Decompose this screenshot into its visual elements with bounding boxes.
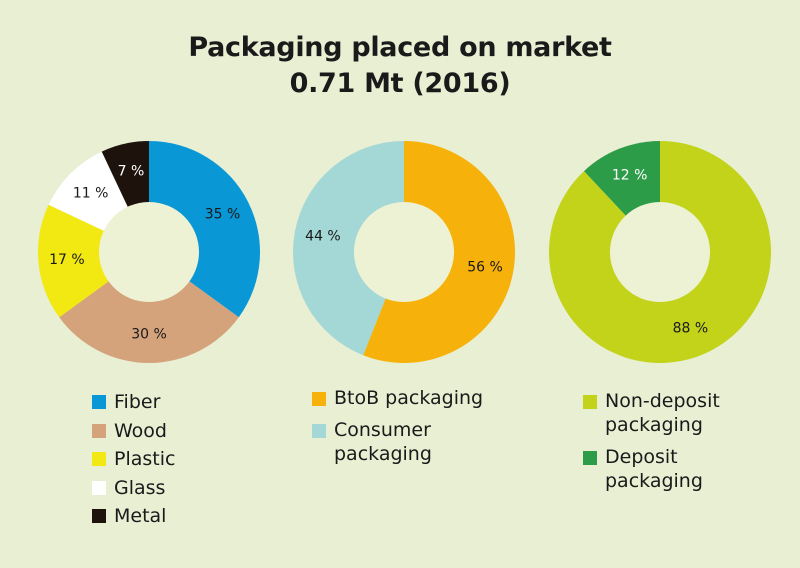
legend-item-non-deposit-packaging: Non-deposit packaging <box>583 389 720 437</box>
legend-label: Metal <box>114 505 167 527</box>
legend-item-metal: Metal <box>92 502 175 531</box>
legend-item-consumer-packaging: Consumer packaging <box>312 418 483 466</box>
legend-label: Deposit packaging <box>605 446 703 492</box>
legend-label: BtoB packaging <box>334 387 484 409</box>
legend-swatch <box>92 452 106 466</box>
donut-hole <box>354 202 454 302</box>
donut-chart-3: 88 % 12 % <box>549 141 771 364</box>
legend-swatch <box>583 451 597 465</box>
legend-label: Glass <box>114 476 166 499</box>
legend-swatch <box>92 395 106 409</box>
data-label-glass: 11 % <box>73 186 109 202</box>
data-label-btob-packaging: 56 % <box>467 259 503 275</box>
data-label-consumer-packaging: 44 % <box>305 229 341 245</box>
legend-item-glass: Glass <box>92 474 175 503</box>
legend-item-btob-packaging: BtoB packaging <box>312 386 483 410</box>
slice-wood <box>59 252 239 364</box>
legend-sector: BtoB packaging Consumer packaging <box>312 386 483 474</box>
donut-hole <box>99 202 199 302</box>
legend-label: Non-deposit packaging <box>605 390 720 436</box>
slice-fiber <box>149 141 260 318</box>
legend-item-plastic: Plastic <box>92 445 175 474</box>
slice-consumer-packaging <box>292 141 404 356</box>
legend-label: Plastic <box>114 448 176 470</box>
legend-deposit: Non-deposit packaging Deposit packaging <box>583 389 720 501</box>
legend-item-wood: Wood <box>92 417 175 446</box>
data-label-deposit-packaging: 12 % <box>612 167 648 183</box>
data-label-fiber: 35 % <box>205 207 241 223</box>
legend-label: Wood <box>114 419 167 442</box>
donut-hole <box>610 202 710 302</box>
legend-swatch <box>583 395 597 409</box>
donut-chart-1: 35 % 30 % 17 % 11 % 7 % <box>38 141 260 364</box>
data-label-non-deposit-packaging: 88 % <box>673 321 709 337</box>
legend-swatch <box>92 509 106 523</box>
legend-item-fiber: Fiber <box>92 388 175 417</box>
title-line-1: Packaging placed on market <box>188 32 612 63</box>
data-label-wood: 30 % <box>131 327 167 343</box>
legend-swatch <box>312 392 326 406</box>
legend-material: Fiber Wood Plastic Glass Metal <box>92 388 175 531</box>
legend-label: Fiber <box>114 391 161 413</box>
legend-swatch <box>92 480 106 495</box>
data-label-plastic: 17 % <box>49 252 85 268</box>
donut-chart-2: 56 % 44 % <box>292 141 515 363</box>
title-line-2: 0.71 Mt (2016) <box>289 68 511 99</box>
legend-label: Consumer packaging <box>334 419 432 465</box>
legend-swatch <box>92 423 106 438</box>
chart-title: Packaging placed on market 0.71 Mt (2016… <box>0 30 800 102</box>
legend-swatch <box>312 424 326 438</box>
legend-item-deposit-packaging: Deposit packaging <box>583 445 720 493</box>
slice-plastic <box>38 204 149 318</box>
data-label-metal: 7 % <box>118 163 145 179</box>
